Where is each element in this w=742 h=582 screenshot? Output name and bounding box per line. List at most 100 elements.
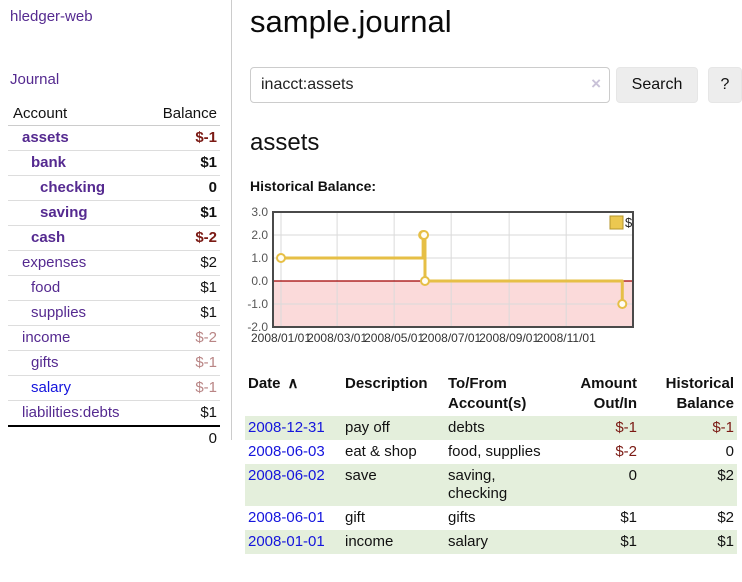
account-balance: $1: [144, 200, 220, 226]
account-link[interactable]: checking: [40, 179, 106, 196]
account-balance: 0: [144, 175, 220, 201]
register-table: Date ∧ Description To/From Account(s) Amo…: [245, 372, 737, 554]
account-balance: $-1: [195, 129, 217, 146]
account-row: liabilities:debts $1: [8, 400, 220, 426]
account-row: bank $1: [8, 150, 220, 176]
svg-text:3.0: 3.0: [251, 205, 268, 219]
txn-amount: $-2: [615, 443, 637, 460]
txn-amount: $-1: [615, 419, 637, 436]
accounts-total-value: 0: [144, 425, 220, 451]
txn-amount: $1: [620, 533, 637, 550]
account-balance: $-2: [144, 225, 220, 251]
svg-text:$: $: [625, 215, 633, 230]
svg-text:1.0: 1.0: [251, 251, 268, 265]
transaction-row: 2008-06-02 save saving, checking 0 $2: [245, 464, 737, 506]
svg-text:0.0: 0.0: [251, 274, 268, 288]
txn-date-link[interactable]: 2008-06-02: [248, 467, 325, 484]
account-row: income $-2: [8, 325, 220, 351]
account-balance: $1: [144, 150, 220, 176]
account-row: supplies $1: [8, 300, 220, 326]
column-header-description: Description: [345, 375, 428, 392]
accounts-table: Account Balance assets $-1 bank $1 checking 0…: [8, 102, 220, 451]
column-header-date-label: Date: [248, 375, 281, 392]
accounts-header-row: Account Balance: [8, 102, 220, 126]
page-title: sample.journal: [250, 4, 452, 39]
svg-text:-1.0: -1.0: [247, 297, 268, 311]
account-link[interactable]: gifts: [31, 354, 59, 371]
account-balance: $2: [144, 250, 220, 276]
txn-accounts: food, supplies: [448, 443, 541, 460]
search-input[interactable]: [250, 67, 610, 103]
account-balance: $-2: [144, 325, 220, 351]
svg-text:2008/03/01: 2008/03/01: [307, 331, 367, 345]
account-rows: assets $-1 bank $1 checking 0 saving $1 cash $-2 e…: [8, 126, 220, 426]
svg-text:-2.0: -2.0: [247, 320, 268, 334]
txn-balance: $-1: [712, 419, 734, 436]
chart-title: Historical Balance:: [250, 178, 377, 194]
account-link[interactable]: bank: [31, 154, 67, 171]
txn-description: save: [345, 467, 377, 484]
txn-amount: $1: [620, 509, 637, 526]
txn-amount: 0: [628, 467, 637, 484]
help-button[interactable]: ?: [708, 67, 742, 103]
account-row: assets $-1: [8, 126, 220, 151]
clear-search-icon[interactable]: ×: [591, 74, 601, 93]
register-header-row: Date ∧ Description To/From Account(s) Amo…: [245, 372, 737, 416]
txn-date-link[interactable]: 2008-01-01: [248, 533, 325, 550]
sort-asc-icon: ∧: [287, 375, 299, 392]
svg-text:2008/11/01: 2008/11/01: [537, 331, 596, 345]
svg-text:2.0: 2.0: [251, 228, 268, 242]
register-rows: 2008-12-31 pay off debts $-1 $-1 2008-06-03 ea…: [245, 416, 737, 554]
brand-link[interactable]: hledger-web: [10, 8, 93, 25]
txn-description: gift: [345, 509, 366, 526]
sidebar: hledger-web Journal Account Balance asse…: [0, 0, 232, 451]
txn-balance: $2: [717, 509, 734, 526]
svg-text:2008/05/01: 2008/05/01: [364, 331, 424, 345]
transaction-row: 2008-01-01 income salary $1 $1: [245, 530, 737, 554]
account-balance: $1: [144, 300, 220, 326]
main-content: sample.journal × Search ? assets Histori…: [233, 0, 742, 554]
account-link[interactable]: liabilities:debts: [22, 404, 120, 421]
account-link[interactable]: saving: [40, 204, 88, 221]
column-header-balance: Historical Balance: [665, 375, 734, 412]
txn-balance: $1: [717, 533, 734, 550]
account-balance: $-1: [144, 350, 220, 376]
account-row: saving $1: [8, 200, 220, 226]
svg-text:2008/01/01: 2008/01/01: [251, 331, 311, 345]
account-link[interactable]: assets: [22, 129, 69, 146]
transaction-row: 2008-06-03 eat & shop food, supplies $-2 0: [245, 440, 737, 464]
account-row: expenses $2: [8, 250, 220, 276]
transaction-row: 2008-12-31 pay off debts $-1 $-1: [245, 416, 737, 440]
accounts-header-balance: Balance: [144, 102, 220, 126]
column-header-date[interactable]: Date ∧: [245, 372, 342, 416]
txn-description: eat & shop: [345, 443, 417, 460]
account-link[interactable]: income: [22, 329, 71, 346]
accounts-total-spacer: [8, 425, 145, 451]
nav-journal-link[interactable]: Journal: [10, 71, 60, 88]
txn-date-link[interactable]: 2008-06-01: [248, 509, 325, 526]
txn-description: income: [345, 533, 394, 550]
balance-chart: $3.0 2.0 1.0 0.0 -1.0 -2.02008/01/012008/03/0…: [247, 205, 634, 345]
account-link[interactable]: cash: [31, 229, 66, 246]
txn-accounts: debts: [448, 419, 485, 436]
txn-accounts: gifts: [448, 509, 476, 526]
accounts-total-row: 0: [8, 425, 220, 451]
account-balance: $-1: [144, 375, 220, 401]
account-row: checking 0: [8, 175, 220, 201]
search-button[interactable]: Search: [616, 67, 698, 103]
txn-description: pay off: [345, 419, 390, 436]
txn-accounts: salary: [448, 533, 489, 550]
txn-date-link[interactable]: 2008-12-31: [248, 419, 325, 436]
svg-text:2008/07/01: 2008/07/01: [421, 331, 481, 345]
txn-balance: $2: [717, 467, 734, 484]
txn-date-link[interactable]: 2008-06-03: [248, 443, 325, 460]
search-input-wrap: ×: [250, 67, 610, 103]
txn-accounts: saving, checking: [448, 467, 508, 502]
account-link[interactable]: food: [31, 279, 61, 296]
account-link[interactable]: salary: [31, 379, 72, 396]
account-link[interactable]: expenses: [22, 254, 87, 271]
account-row: food $1: [8, 275, 220, 301]
account-link[interactable]: supplies: [31, 304, 87, 321]
account-row: cash $-2: [8, 225, 220, 251]
accounts-header-account: Account: [8, 102, 145, 126]
